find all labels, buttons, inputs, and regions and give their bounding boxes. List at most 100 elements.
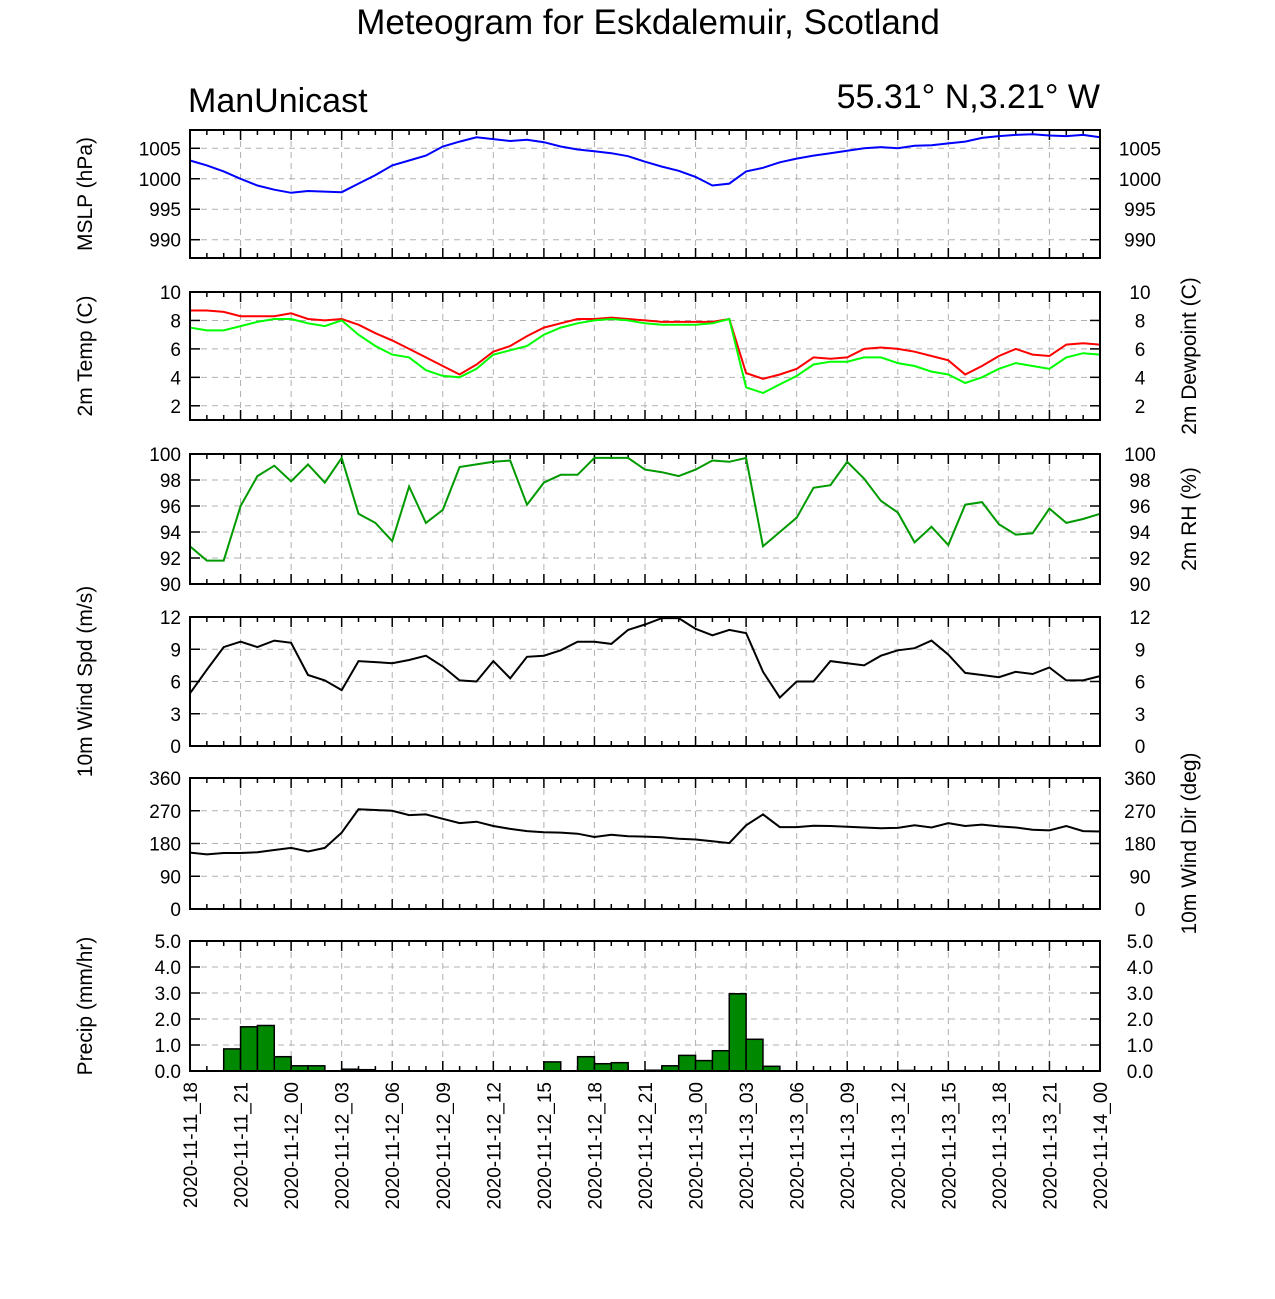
x-tick-label: 2020-11-12_18 [585, 1082, 606, 1209]
y-tick-label-left: 100 [149, 445, 181, 466]
x-tick-label: 2020-11-13_03 [737, 1082, 758, 1209]
x-tick-label: 2020-11-12_03 [333, 1082, 354, 1209]
y-tick-label-right: 1000 [1119, 170, 1161, 191]
series-line-1 [190, 309, 1101, 380]
series-line-1 [189, 133, 1101, 194]
y-tick-label-right: 92 [1129, 549, 1150, 570]
panel-frame [189, 453, 1101, 585]
x-tick-label: 2020-11-11_18 [181, 1082, 202, 1208]
y-tick-label-left: 0 [170, 900, 181, 921]
y-tick-label-right: 0 [1135, 900, 1146, 921]
y-tick-label-right: 270 [1124, 802, 1156, 823]
x-tick-label: 2020-11-13_00 [687, 1082, 708, 1209]
y-axis-label-right: 10m Wind Dir (deg) [1178, 752, 1201, 934]
y-tick-label-right: 1005 [1119, 139, 1161, 160]
y-tick-label-left: 6 [170, 340, 181, 361]
precip-bar [239, 1026, 259, 1072]
y-tick-label-left: 6 [170, 673, 181, 694]
y-tick-label-right: 10 [1129, 283, 1150, 304]
precip-bar [222, 1048, 242, 1072]
y-axis-label-left: MSLP (hPa) [74, 137, 97, 251]
panel-frame [189, 291, 1101, 421]
y-axis-label-left: 2m Temp (C) [74, 296, 97, 417]
y-tick-label-right: 990 [1124, 231, 1156, 252]
panel-3: 90 90 92 92 94 94 96 96 98 98 100 100 2m RH (%) [149, 445, 1201, 596]
precip-bar [745, 1038, 764, 1072]
y-tick-label-left: 270 [149, 802, 181, 823]
y-axis-label-left: 10m Wind Spd (m/s) [74, 586, 97, 777]
precip-bar [543, 1061, 562, 1072]
y-tick-label-right: 100 [1124, 445, 1156, 466]
series-line-1 [189, 808, 1101, 856]
y-tick-label-left: 94 [160, 523, 182, 544]
precip-bar [256, 1024, 276, 1072]
y-tick-label-right: 9 [1135, 640, 1146, 661]
y-tick-label-left: 8 [170, 311, 181, 332]
precip-bar [694, 1059, 714, 1072]
panel-4: 0 0 3 3 6 6 9 9 12 12 10m Wind Spd (m/s) [74, 586, 1151, 777]
x-tick-label: 2020-11-13_18 [990, 1082, 1011, 1209]
y-tick-label-left: 180 [149, 835, 181, 856]
panel-6: 0.0 0.0 1.0 1.0 2.0 2.0 3.0 3.0 4.0 4.0 5.0 5.0 Prec… [74, 932, 1153, 1083]
x-tick-label: 2020-11-14_00 [1091, 1082, 1112, 1209]
precip-bar [576, 1055, 596, 1072]
y-tick-label-right: 995 [1124, 200, 1156, 221]
x-tick-label: 2020-11-12_12 [484, 1082, 505, 1209]
chart-title: Meteogram for Eskdalemuir, Scotland [356, 3, 940, 42]
y-tick-label-right: 5.0 [1127, 932, 1153, 953]
y-tick-label-left: 9 [170, 640, 181, 661]
precip-bar [593, 1062, 613, 1072]
y-tick-label-left: 1005 [139, 139, 181, 160]
y-tick-label-left: 98 [160, 471, 181, 492]
x-tick-label: 2020-11-13_21 [1040, 1082, 1061, 1209]
y-axis-label-right: 2m Dewpoint (C) [1178, 277, 1201, 435]
y-tick-label-left: 0 [170, 737, 181, 758]
y-axis-label-right: 2m RH (%) [1178, 467, 1201, 571]
precip-bar [610, 1061, 629, 1072]
y-tick-label-right: 3.0 [1127, 984, 1153, 1005]
y-tick-label-right: 6 [1135, 340, 1146, 361]
x-tick-label: 2020-11-12_09 [434, 1082, 455, 1209]
y-tick-label-left: 360 [149, 769, 181, 790]
y-tick-label-right: 12 [1129, 608, 1150, 629]
y-tick-label-right: 2 [1135, 397, 1146, 418]
y-tick-label-right: 0.0 [1127, 1062, 1153, 1083]
precip-bar [677, 1054, 697, 1072]
y-tick-label-left: 12 [160, 608, 181, 629]
location-coordinates: 55.31° N,3.21° W [837, 78, 1100, 116]
y-tick-label-right: 8 [1135, 311, 1146, 332]
y-tick-label-right: 4.0 [1127, 958, 1153, 979]
y-tick-label-left: 92 [160, 549, 181, 570]
y-tick-label-right: 2.0 [1127, 1010, 1153, 1031]
y-tick-label-left: 4.0 [155, 958, 181, 979]
y-tick-label-right: 96 [1129, 497, 1150, 518]
y-tick-label-right: 90 [1129, 867, 1150, 888]
y-axis-label-left: Precip (mm/hr) [74, 937, 97, 1076]
precip-bar [711, 1049, 731, 1072]
x-tick-label: 2020-11-13_06 [788, 1082, 809, 1209]
y-tick-label-left: 5.0 [155, 932, 181, 953]
x-tick-label: 2020-11-13_12 [889, 1082, 910, 1209]
x-tick-label: 2020-11-12_21 [636, 1082, 657, 1209]
y-tick-label-left: 2.0 [155, 1010, 181, 1031]
precip-bar [273, 1055, 292, 1072]
y-tick-label-left: 96 [160, 497, 181, 518]
series-line-1 [189, 617, 1101, 700]
y-tick-label-left: 3.0 [155, 984, 181, 1005]
y-tick-label-left: 90 [160, 575, 181, 596]
x-tick-label: 2020-11-12_15 [535, 1082, 556, 1209]
x-tick-label: 2020-11-12_06 [383, 1082, 404, 1209]
panel-5: 0 0 90 90 180 180 270 270 360 360 10m Wind Dir (de… [149, 752, 1201, 934]
y-tick-label-left: 10 [160, 283, 181, 304]
y-tick-label-left: 995 [149, 200, 181, 221]
series-line-2 [189, 317, 1101, 395]
time-axis: 2020-11-11_18 2020-11-11_21 2020-11-12_00 2… [181, 1082, 1112, 1209]
y-tick-label-right: 0 [1135, 737, 1146, 758]
panel-1: 990 990 995 995 1000 1000 1005 1005 MSLP (hPa) [74, 129, 1161, 259]
y-tick-label-left: 990 [149, 231, 181, 252]
x-tick-label: 2020-11-13_09 [838, 1082, 859, 1209]
y-tick-label-left: 1000 [139, 170, 181, 191]
precip-bar [728, 993, 747, 1072]
